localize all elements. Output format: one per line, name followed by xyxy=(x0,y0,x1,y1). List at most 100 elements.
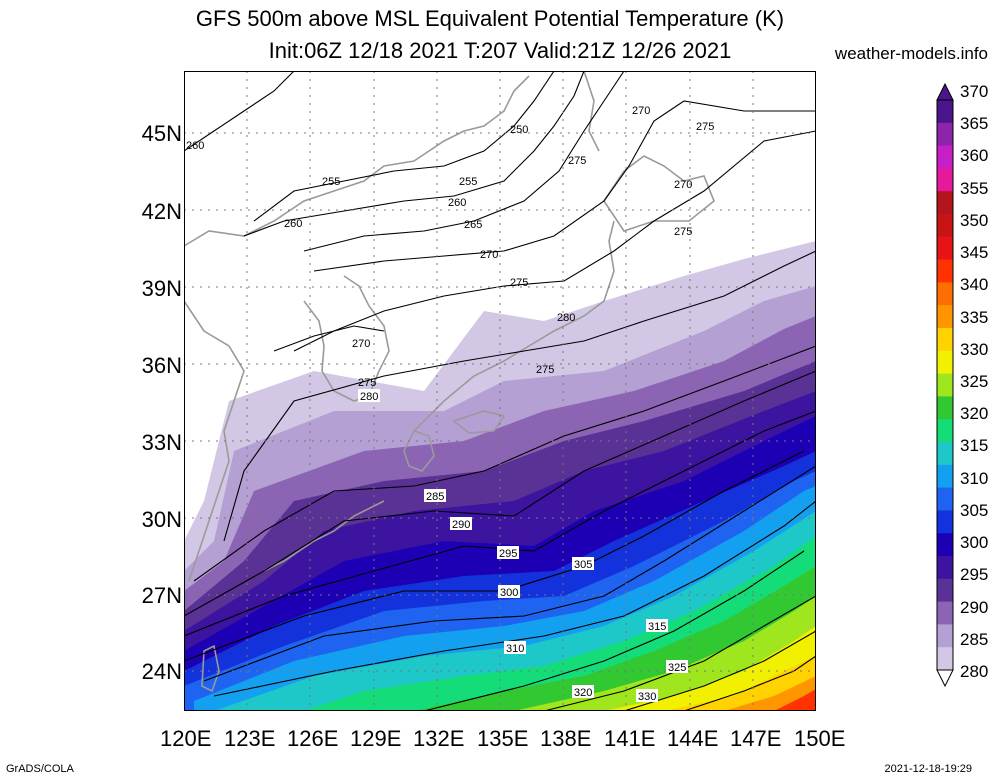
colorbar-label: 305 xyxy=(960,500,989,520)
colorbar-label: 300 xyxy=(960,533,989,553)
contour-310 xyxy=(213,500,816,697)
colorbar-cell xyxy=(937,236,953,261)
contour-280 xyxy=(223,250,816,542)
colorbar-cell xyxy=(937,350,953,375)
colorbar-label: 340 xyxy=(960,275,989,295)
coast-kyushu xyxy=(403,430,435,472)
lon-label-120e: 120E xyxy=(160,726,212,751)
colorbar-label: 310 xyxy=(960,468,989,488)
theta-e-map: 260 255 255 260 260 265 270 275 250 270 … xyxy=(184,71,816,711)
svg-text:305: 305 xyxy=(574,559,592,571)
contour-305 xyxy=(203,465,816,682)
boxed-label: 305 xyxy=(572,557,594,571)
colorbar-cell xyxy=(937,624,953,648)
colorbar-label: 280 xyxy=(960,662,989,681)
contour-label: 255 xyxy=(459,176,477,188)
contour-label: 265 xyxy=(464,219,482,231)
band-335 xyxy=(774,689,816,711)
colorbar-cell xyxy=(937,214,953,238)
boxed-label: 315 xyxy=(646,619,668,633)
contour-label: 275 xyxy=(568,155,586,167)
contour-320 xyxy=(543,595,816,711)
lat-label-39n: 39N xyxy=(141,276,182,301)
colorbar-bottom-arrow xyxy=(936,669,954,688)
contour-label: 270 xyxy=(674,179,692,191)
lon-label-126e: 126E xyxy=(287,726,339,751)
lon-label-144e: 144E xyxy=(667,726,719,751)
contour-label: 260 xyxy=(186,140,204,152)
contour-270-b xyxy=(273,325,385,352)
title-line-1: GFS 500m above MSL Equivalent Potential … xyxy=(195,6,785,31)
lat-label-33n: 33N xyxy=(141,430,182,455)
colorbar-cell xyxy=(937,601,953,625)
colorbar-label: 320 xyxy=(960,404,989,424)
svg-text:330: 330 xyxy=(638,691,656,703)
boxed-label: 320 xyxy=(572,685,594,699)
contour-label: 270 xyxy=(480,249,498,261)
svg-text:320: 320 xyxy=(574,687,592,699)
coast-sakhalin xyxy=(583,71,600,152)
colorbar-label: 355 xyxy=(960,178,989,198)
coast-china-east xyxy=(184,300,245,582)
colorbar-top-arrow xyxy=(936,82,954,101)
svg-text:285: 285 xyxy=(426,491,444,503)
colorbar-cell xyxy=(937,487,953,511)
coast-hokkaido xyxy=(603,155,715,232)
contour-260-a xyxy=(184,71,295,152)
colorbar-cell xyxy=(937,510,953,534)
boxed-label: 285 xyxy=(424,489,446,503)
svg-text:280: 280 xyxy=(360,391,378,403)
svg-text:295: 295 xyxy=(499,548,517,560)
contour-270-a xyxy=(313,100,816,272)
colorbar-cell xyxy=(937,145,953,169)
svg-text:310: 310 xyxy=(506,643,524,655)
map-frame xyxy=(184,71,816,711)
colorbar-cell xyxy=(937,373,953,397)
colorbar-label: 350 xyxy=(960,210,989,230)
boxed-label: 310 xyxy=(504,641,526,655)
lon-label-132e: 132E xyxy=(413,726,465,751)
colorbar-cell xyxy=(937,533,953,557)
colorbar-cell xyxy=(937,419,953,443)
contour-label: 260 xyxy=(448,197,466,209)
contour-label: 270 xyxy=(632,105,650,117)
coastlines xyxy=(184,71,715,693)
colorbar-cell xyxy=(937,191,953,215)
colorbar-cell xyxy=(937,328,953,352)
colorbar-cell xyxy=(937,396,953,420)
svg-text:300: 300 xyxy=(500,587,518,599)
lon-label-135e: 135E xyxy=(477,726,529,751)
colorbar-label: 290 xyxy=(960,597,989,617)
lon-label-129e: 129E xyxy=(350,726,402,751)
contour-260-b xyxy=(243,71,585,237)
svg-text:315: 315 xyxy=(648,621,666,633)
contours xyxy=(184,71,816,711)
colorbar-label: 315 xyxy=(960,436,989,456)
contour-275 xyxy=(293,130,816,352)
contour-label: 275 xyxy=(674,226,692,238)
contour-label: 275 xyxy=(510,277,528,289)
colorbar-label: 285 xyxy=(960,629,989,649)
colorbar-cell xyxy=(937,578,953,603)
contour-label: 275 xyxy=(536,364,554,376)
contour-285 xyxy=(193,345,816,582)
coast-ryukyu xyxy=(263,500,385,572)
coast-taiwan xyxy=(201,644,220,693)
colorbar-label: 325 xyxy=(960,372,989,391)
colorbar-label: 335 xyxy=(960,307,989,327)
boxed-label: 290 xyxy=(450,517,472,531)
colorbar-cell xyxy=(937,305,953,329)
lat-label-30n: 30N xyxy=(141,507,182,532)
contour-315 xyxy=(423,550,805,711)
contour-label: 280 xyxy=(557,312,575,324)
lon-label-147e: 147E xyxy=(730,726,782,751)
colorbar-cell xyxy=(937,464,953,489)
lon-label-138e: 138E xyxy=(540,726,592,751)
colorbar-cell xyxy=(937,647,953,671)
contour-290 xyxy=(184,370,816,617)
contour-label: 250 xyxy=(510,124,528,136)
lat-label-45n: 45N xyxy=(141,121,182,146)
colorbar-label: 365 xyxy=(960,114,989,134)
colorbar-cell xyxy=(937,442,953,466)
lat-label-27n: 27N xyxy=(141,583,182,608)
